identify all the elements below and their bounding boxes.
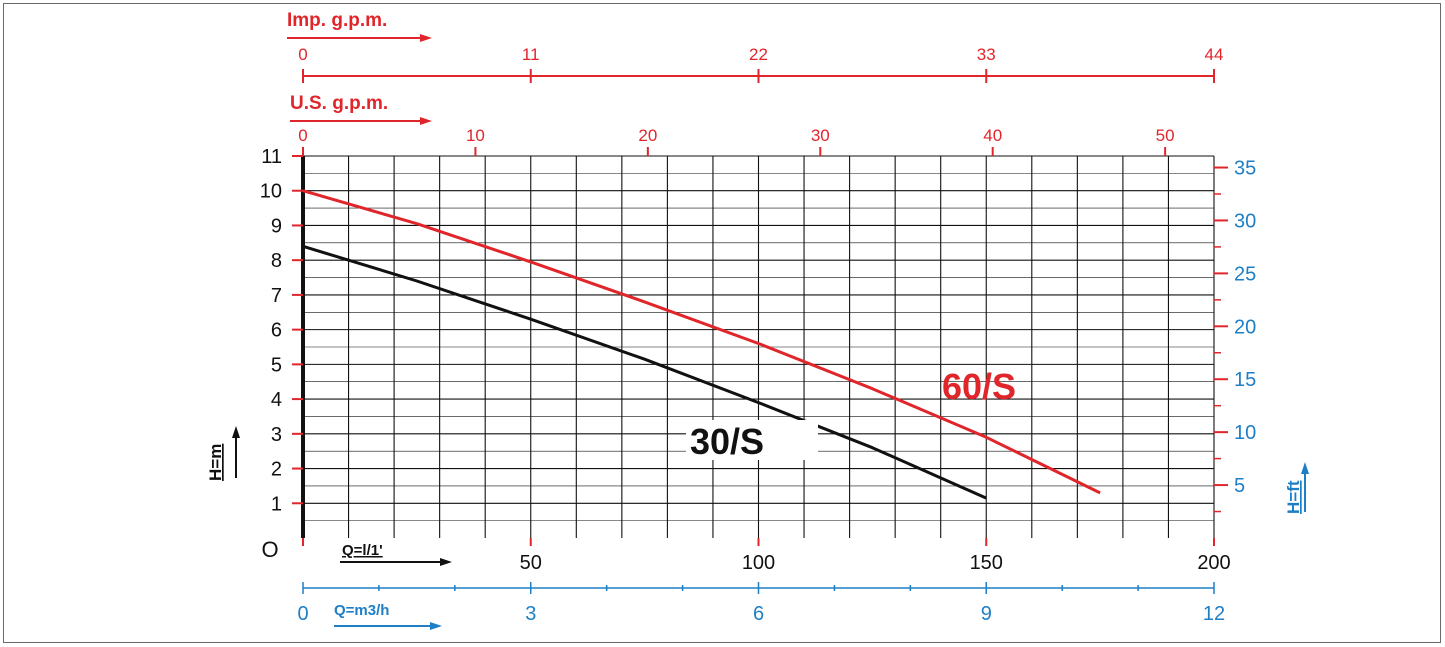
y-tick-label-ft: 20 [1234,316,1256,338]
x-tick-label-usgpm: 20 [638,126,657,145]
series-lines [302,189,1101,500]
x-tick-label-impgpm: 0 [298,45,307,64]
y-tick-label-m: 6 [271,320,282,342]
x-axis-label-impgpm: Imp. g.p.m. [287,10,387,31]
series-line-60-s [302,189,1101,495]
y-tick-label-m: 11 [261,146,282,168]
y-tick-label-m: 4 [271,389,282,411]
x-axis-label-main: Q=l/1' [342,542,383,559]
y-axis-label-ft: H=ft [1284,480,1303,514]
x-tick-label-m3h: 9 [981,603,992,625]
x-axis-arrow-impgpm-head [420,34,432,42]
x-tick-label-m3h: 6 [753,603,764,625]
y-tick-label-ft: 30 [1234,210,1256,232]
x-tick-label-m3h: 0 [297,603,308,625]
x-tick-label-usgpm: 50 [1156,126,1175,145]
x-tick-label-main: 150 [970,552,1003,574]
y-tick-label-ft: 15 [1234,369,1256,391]
y-tick-label-m: 2 [271,459,282,481]
x-tick-label-usgpm: 0 [298,126,307,145]
x-tick-label-main: 50 [520,552,542,574]
axes [292,69,1228,594]
x-tick-label-m3h: 3 [525,603,536,625]
y-axis-arrow-m-head [232,426,240,438]
x-tick-label-usgpm: 10 [466,126,485,145]
x-tick-label-impgpm: 33 [977,45,996,64]
y-tick-label-ft: 5 [1234,475,1245,497]
grid [303,155,1215,538]
chart-frame [3,3,1441,643]
x-tick-label-m3h: 12 [1203,603,1225,625]
series-label-30s: 30/S [690,421,764,462]
y-tick-label-m: 10 [260,181,282,203]
x-tick-label-main: O [261,537,278,562]
x-tick-label-impgpm: 11 [522,45,540,64]
series-line-30-s [302,244,987,500]
x-tick-label-main: 100 [742,552,775,574]
x-axis-arrow-m3h-head [430,622,442,630]
series-label-bg-30s [686,420,818,460]
y-axis-label-m: H=m [206,444,225,481]
y-tick-label-ft: 25 [1234,263,1256,285]
series-label-60s: 60/S [942,366,1016,407]
x-axis-label-usgpm: U.S. g.p.m. [290,93,388,114]
y-tick-label-m: 3 [271,424,282,446]
y-tick-label-m: 5 [271,354,282,376]
x-axis-arrow-usgpm-head [420,117,432,125]
x-tick-label-impgpm: 22 [749,45,768,64]
y-axis-arrow-ft-head [1301,462,1309,474]
y-tick-label-ft: 35 [1234,158,1256,180]
x-tick-label-impgpm: 44 [1205,45,1224,64]
y-tick-label-ft: 10 [1234,422,1256,444]
y-tick-label-m: 7 [271,285,282,307]
x-tick-label-usgpm: 40 [983,126,1002,145]
y-tick-label-m: 8 [271,250,282,272]
y-tick-label-m: 1 [271,493,282,515]
x-axis-label-m3h: Q=m3/h [334,602,389,619]
x-tick-label-usgpm: 30 [811,126,830,145]
y-tick-label-m: 9 [271,215,282,237]
x-axis-arrow-main-head [440,558,452,566]
x-tick-label-main: 200 [1197,552,1230,574]
